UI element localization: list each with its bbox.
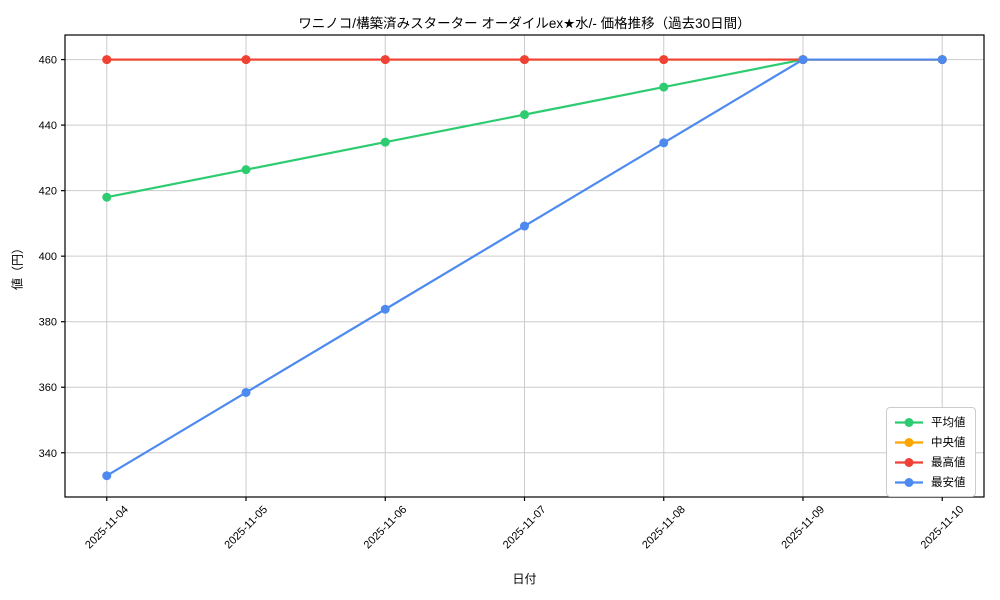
svg-text:360: 360 (39, 382, 57, 394)
legend-item-max: 最高値 (894, 454, 966, 470)
svg-text:400: 400 (39, 251, 57, 263)
legend-marker-max-icon (895, 457, 923, 467)
svg-text:340: 340 (39, 448, 57, 460)
legend-item-average: 平均値 (894, 414, 966, 430)
legend-item-median: 中央値 (894, 434, 966, 450)
svg-text:440: 440 (39, 120, 57, 132)
svg-text:380: 380 (39, 317, 57, 329)
legend-label-median: 中央値 (931, 437, 966, 449)
legend: 平均値 中央値 最高値 最安値 (886, 407, 976, 497)
legend-label-max: 最高値 (931, 457, 966, 469)
svg-text:2025-11-08: 2025-11-08 (640, 504, 688, 552)
svg-text:2025-11-09: 2025-11-09 (779, 504, 827, 552)
svg-text:460: 460 (39, 55, 57, 67)
svg-text:2025-11-05: 2025-11-05 (222, 504, 270, 552)
svg-text:2025-11-10: 2025-11-10 (919, 504, 967, 552)
legend-label-average: 平均値 (931, 417, 966, 429)
y-axis-label: 値（円） (10, 241, 25, 291)
svg-text:420: 420 (39, 186, 57, 198)
legend-marker-median-icon (895, 437, 923, 447)
legend-marker-min-icon (895, 477, 923, 487)
svg-text:2025-11-04: 2025-11-04 (83, 504, 131, 552)
svg-text:2025-11-07: 2025-11-07 (501, 504, 549, 552)
chart-title: ワニノコ/構築済みスターター オーダイルex★水/- 価格推移（過去30日間） (298, 16, 751, 31)
legend-marker-average-icon (895, 417, 923, 427)
legend-label-min: 最安値 (931, 477, 966, 489)
svg-text:2025-11-06: 2025-11-06 (362, 504, 410, 552)
x-axis-label: 日付 (512, 572, 537, 586)
legend-item-min: 最安値 (894, 474, 966, 490)
